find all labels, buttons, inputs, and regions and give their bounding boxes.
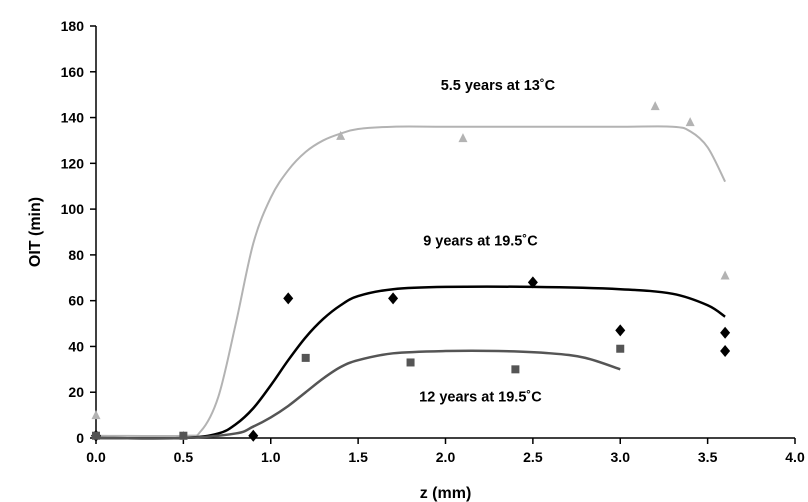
diamond-marker <box>615 324 626 337</box>
fit-curves <box>95 125 726 440</box>
fit-curve-2 <box>95 285 726 440</box>
square-marker <box>92 431 100 440</box>
y-tick-label: 80 <box>68 247 84 263</box>
fit-curve-1 <box>95 125 726 438</box>
square-marker <box>511 365 520 374</box>
square-marker <box>406 358 415 367</box>
triangle-marker <box>458 133 468 143</box>
diamond-marker <box>720 326 731 339</box>
diamond-marker <box>388 292 399 305</box>
y-tick-label: 100 <box>61 201 85 217</box>
annotations: 5.5 years at 13˚C 9 years at 19.5˚C 12 yea… <box>419 78 555 405</box>
x-tick-label: 1.5 <box>348 449 368 465</box>
triangle-marker <box>91 410 101 420</box>
y-tick-label: 120 <box>61 155 85 171</box>
y-tick-label: 140 <box>61 110 85 126</box>
square-marker <box>179 431 188 440</box>
x-axis-label: z (mm) <box>420 485 472 502</box>
series-annotation: 9 years at 19.5˚C <box>423 234 538 250</box>
diamond-marker <box>720 345 731 358</box>
triangle-marker <box>685 117 695 127</box>
triangle-marker <box>720 270 730 280</box>
series-annotation: 12 years at 19.5˚C <box>419 389 542 405</box>
diamond-marker <box>527 276 538 289</box>
y-tick-label: 0 <box>76 430 84 446</box>
y-tick-label: 40 <box>68 338 84 354</box>
x-tick-label: 3.0 <box>611 449 631 465</box>
x-tick-label: 2.5 <box>523 449 543 465</box>
x-tick-label: 0.0 <box>86 449 106 465</box>
y-tick-label: 180 <box>61 18 85 34</box>
x-tick-label: 4.0 <box>785 449 805 465</box>
series-annotation: 5.5 years at 13˚C <box>441 78 556 94</box>
square-marker <box>301 353 310 362</box>
y-tick-label: 20 <box>68 384 84 400</box>
x-tick-label: 3.5 <box>698 449 718 465</box>
square-marker <box>616 344 625 353</box>
diamond-marker <box>283 292 294 305</box>
y-tick-label: 60 <box>68 293 84 309</box>
x-tick-label: 0.5 <box>174 449 194 465</box>
x-tick-label: 1.0 <box>261 449 281 465</box>
diamond-marker <box>248 429 259 442</box>
y-tick-label: 160 <box>61 64 85 80</box>
y-axis-label: OIT (min) <box>27 197 44 267</box>
axes: 0 20 40 60 80 100 120 140 160 180 0.0 0.5 1.0 1.5 2.0 2… <box>61 18 805 465</box>
triangle-marker <box>336 130 346 140</box>
x-tick-label: 2.0 <box>436 449 456 465</box>
triangle-marker <box>650 101 660 111</box>
data-points <box>91 101 731 442</box>
fit-curve-3 <box>95 349 621 440</box>
